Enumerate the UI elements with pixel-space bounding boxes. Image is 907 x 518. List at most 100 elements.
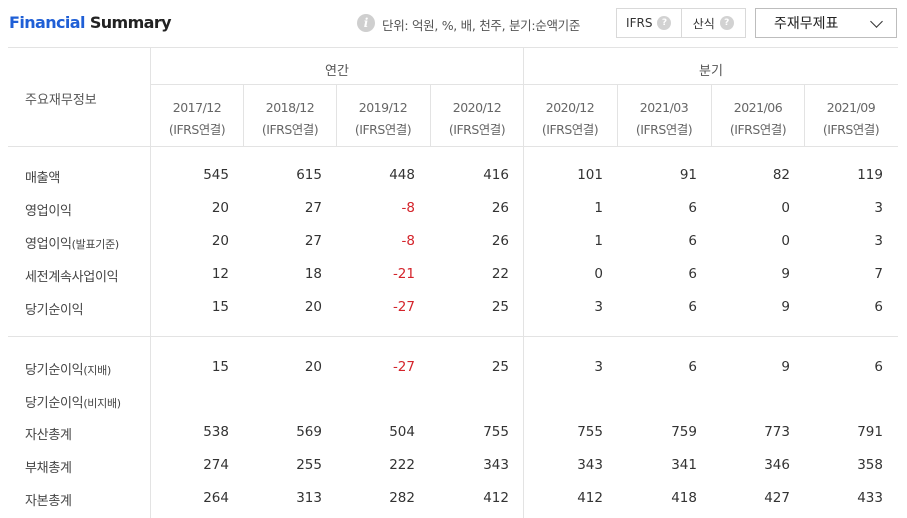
- column-header: 2020/12 (IFRS연결): [430, 97, 524, 141]
- col-divider: [804, 84, 805, 146]
- row-label-text: 자본총계: [25, 494, 72, 509]
- table-cell: 6: [688, 233, 697, 249]
- row-label-text: 영업이익: [25, 237, 72, 252]
- info-icon[interactable]: i: [357, 14, 375, 32]
- column-basis: (IFRS연결): [729, 122, 787, 137]
- table-cell: 341: [671, 457, 697, 473]
- table-cell: 6: [688, 299, 697, 315]
- table-cell: 615: [296, 167, 322, 183]
- table-cell: 25: [491, 299, 509, 315]
- table-cell: -8: [401, 233, 415, 249]
- calc-label: 산식: [692, 16, 715, 31]
- table-cell: 0: [781, 200, 790, 216]
- table-cell: 20: [211, 200, 229, 216]
- table-cell: 9: [781, 299, 790, 315]
- table-cell: 759: [671, 424, 697, 440]
- table-cell: 418: [671, 490, 697, 506]
- column-period: 2020/12: [545, 100, 595, 115]
- table-cell: 504: [389, 424, 415, 440]
- table-cell: 791: [857, 424, 883, 440]
- table-cell: -27: [392, 299, 415, 315]
- row-label: 영업이익(발표기준): [25, 233, 119, 252]
- table-cell: 1: [594, 233, 603, 249]
- column-header: 2021/09 (IFRS연결): [804, 97, 898, 141]
- statement-type-value: 주재무제표: [774, 16, 839, 32]
- table-cell: 1: [594, 200, 603, 216]
- unit-info-text: 단위: 억원, %, 배, 천주, 분기:순액기준: [382, 18, 581, 33]
- table-cell: 755: [577, 424, 603, 440]
- title-part1: Financial: [9, 13, 85, 32]
- help-icon[interactable]: ?: [719, 16, 734, 30]
- table-cell: 25: [491, 359, 509, 375]
- row-label: 당기순이익: [25, 299, 84, 318]
- table-cell: 18: [304, 266, 322, 282]
- table-cell: 12: [211, 266, 229, 282]
- ifrs-button[interactable]: IFRS ?: [617, 9, 681, 37]
- column-period: 2021/09: [826, 100, 876, 115]
- table-cell: 6: [688, 266, 697, 282]
- table-cell: 15: [211, 359, 229, 375]
- chevron-down-icon: [870, 15, 883, 28]
- column-period: 2021/03: [639, 100, 689, 115]
- calc-button[interactable]: 산식 ?: [680, 9, 746, 37]
- row-label: 세전계속사업이익: [25, 266, 119, 285]
- column-basis: (IFRS연결): [822, 122, 880, 137]
- label-column-divider: [150, 47, 151, 518]
- row-label: 영업이익: [25, 200, 72, 219]
- table-cell: 6: [874, 299, 883, 315]
- group-divider: [150, 84, 898, 85]
- table-cell: 15: [211, 299, 229, 315]
- column-period: 2019/12: [358, 100, 408, 115]
- table-cell: 448: [389, 167, 415, 183]
- row-label: 매출액: [25, 167, 60, 186]
- column-basis: (IFRS연결): [261, 122, 319, 137]
- table-cell: 313: [296, 490, 322, 506]
- annual-group-header: 연간: [325, 64, 349, 79]
- row-label-qualifier: (비지배): [83, 397, 121, 410]
- table-cell: 433: [857, 490, 883, 506]
- table-cell: 6: [688, 359, 697, 375]
- table-cell: 346: [764, 457, 790, 473]
- table-cell: 26: [491, 200, 509, 216]
- column-period: 2021/06: [733, 100, 783, 115]
- header-bottom-border: [8, 146, 898, 147]
- help-icon[interactable]: ?: [657, 16, 672, 30]
- col-divider: [711, 84, 712, 146]
- col-divider: [430, 84, 431, 146]
- column-period: 2017/12: [172, 100, 222, 115]
- annual-quarter-divider: [523, 47, 524, 518]
- row-label: 당기순이익(비지배): [25, 392, 121, 411]
- table-cell: 6: [874, 359, 883, 375]
- row-label-text: 자산총계: [25, 428, 72, 443]
- table-cell: -8: [401, 200, 415, 216]
- column-header: 2021/06 (IFRS연결): [711, 97, 805, 141]
- table-cell: 427: [764, 490, 790, 506]
- column-basis: (IFRS연결): [168, 122, 226, 137]
- ifrs-label: IFRS: [626, 16, 653, 30]
- table-cell: 264: [203, 490, 229, 506]
- row-label-text: 당기순이익: [25, 303, 84, 318]
- table-cell: 82: [772, 167, 790, 183]
- table-cell: 255: [296, 457, 322, 473]
- table-cell: 101: [577, 167, 603, 183]
- table-cell: 412: [483, 490, 509, 506]
- row-label: 당기순이익(지배): [25, 359, 111, 378]
- table-cell: 7: [874, 266, 883, 282]
- table-cell: 27: [304, 200, 322, 216]
- statement-type-select[interactable]: 주재무제표: [755, 8, 897, 38]
- table-cell: -27: [392, 359, 415, 375]
- table-cell: 755: [483, 424, 509, 440]
- table-cell: 20: [304, 359, 322, 375]
- column-period: 2018/12: [265, 100, 315, 115]
- table-cell: 0: [781, 233, 790, 249]
- table-cell: -21: [392, 266, 415, 282]
- table-cell: 9: [781, 359, 790, 375]
- column-header: 2020/12 (IFRS연결): [523, 97, 617, 141]
- col-divider: [617, 84, 618, 146]
- ifrs-calc-toggle: IFRS ? 산식 ?: [616, 8, 746, 38]
- table-cell: 20: [304, 299, 322, 315]
- table-cell: 22: [491, 266, 509, 282]
- table-cell: 282: [389, 490, 415, 506]
- table-cell: 3: [594, 299, 603, 315]
- table-cell: 26: [491, 233, 509, 249]
